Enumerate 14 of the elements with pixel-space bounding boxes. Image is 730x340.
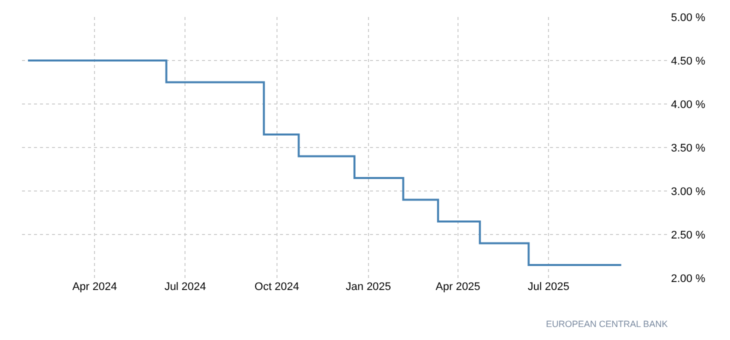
x-tick-label: Jul 2025	[528, 281, 570, 293]
text: EUROPEAN CENTRAL BANK	[546, 319, 668, 329]
x-tick-label: Jan 2025	[346, 281, 392, 293]
y-tick-label: 3.00 %	[671, 186, 706, 198]
y-tick-label: 5.00 %	[671, 12, 706, 24]
x-tick-label: Jul 2024	[164, 281, 206, 293]
y-tick-label: 4.50 %	[671, 55, 706, 68]
x-tick-label: Apr 2025	[436, 281, 480, 293]
x-tick-label: Apr 2024	[72, 281, 117, 293]
y-tick-label: 2.50 %	[671, 229, 706, 242]
y-tick-label: 3.50 %	[671, 142, 706, 154]
y-tick-label: 2.00 %	[671, 272, 706, 285]
x-tick-label: Oct 2024	[254, 281, 300, 293]
y-tick-label: 4.00 %	[671, 98, 706, 111]
